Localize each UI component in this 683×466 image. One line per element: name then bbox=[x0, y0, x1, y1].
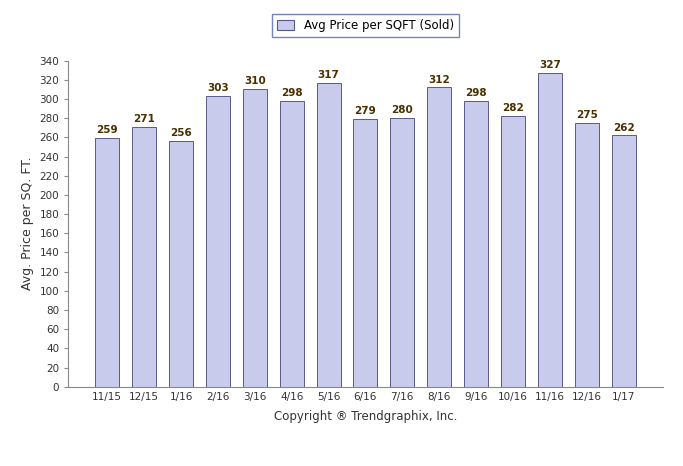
Text: 279: 279 bbox=[354, 106, 376, 116]
Bar bbox=[611, 136, 635, 387]
Bar bbox=[574, 123, 598, 387]
Text: 298: 298 bbox=[281, 88, 303, 98]
Text: 262: 262 bbox=[613, 123, 635, 132]
Text: 298: 298 bbox=[465, 88, 487, 98]
Bar bbox=[96, 138, 120, 387]
Text: 312: 312 bbox=[428, 75, 450, 84]
Text: 275: 275 bbox=[576, 110, 598, 120]
Text: 280: 280 bbox=[391, 105, 413, 115]
Bar bbox=[133, 127, 156, 387]
Bar bbox=[501, 116, 525, 387]
Y-axis label: Avg. Price per SQ. FT.: Avg. Price per SQ. FT. bbox=[21, 157, 34, 290]
Bar bbox=[279, 101, 304, 387]
Bar bbox=[390, 118, 415, 387]
Text: 271: 271 bbox=[133, 114, 155, 124]
Text: 310: 310 bbox=[244, 76, 266, 87]
Text: 317: 317 bbox=[318, 70, 339, 80]
Bar bbox=[538, 73, 561, 387]
Bar bbox=[169, 141, 193, 387]
Text: 256: 256 bbox=[170, 128, 192, 138]
Bar bbox=[427, 88, 451, 387]
Text: 303: 303 bbox=[207, 83, 229, 93]
Text: 327: 327 bbox=[539, 60, 561, 70]
Bar bbox=[242, 89, 267, 387]
Bar bbox=[464, 101, 488, 387]
Bar bbox=[206, 96, 230, 387]
Bar bbox=[353, 119, 378, 387]
Text: 259: 259 bbox=[96, 125, 118, 136]
Legend: Avg Price per SQFT (Sold): Avg Price per SQFT (Sold) bbox=[272, 14, 459, 37]
X-axis label: Copyright ® Trendgraphix, Inc.: Copyright ® Trendgraphix, Inc. bbox=[274, 410, 457, 423]
Text: 282: 282 bbox=[502, 103, 524, 113]
Bar bbox=[316, 82, 341, 387]
